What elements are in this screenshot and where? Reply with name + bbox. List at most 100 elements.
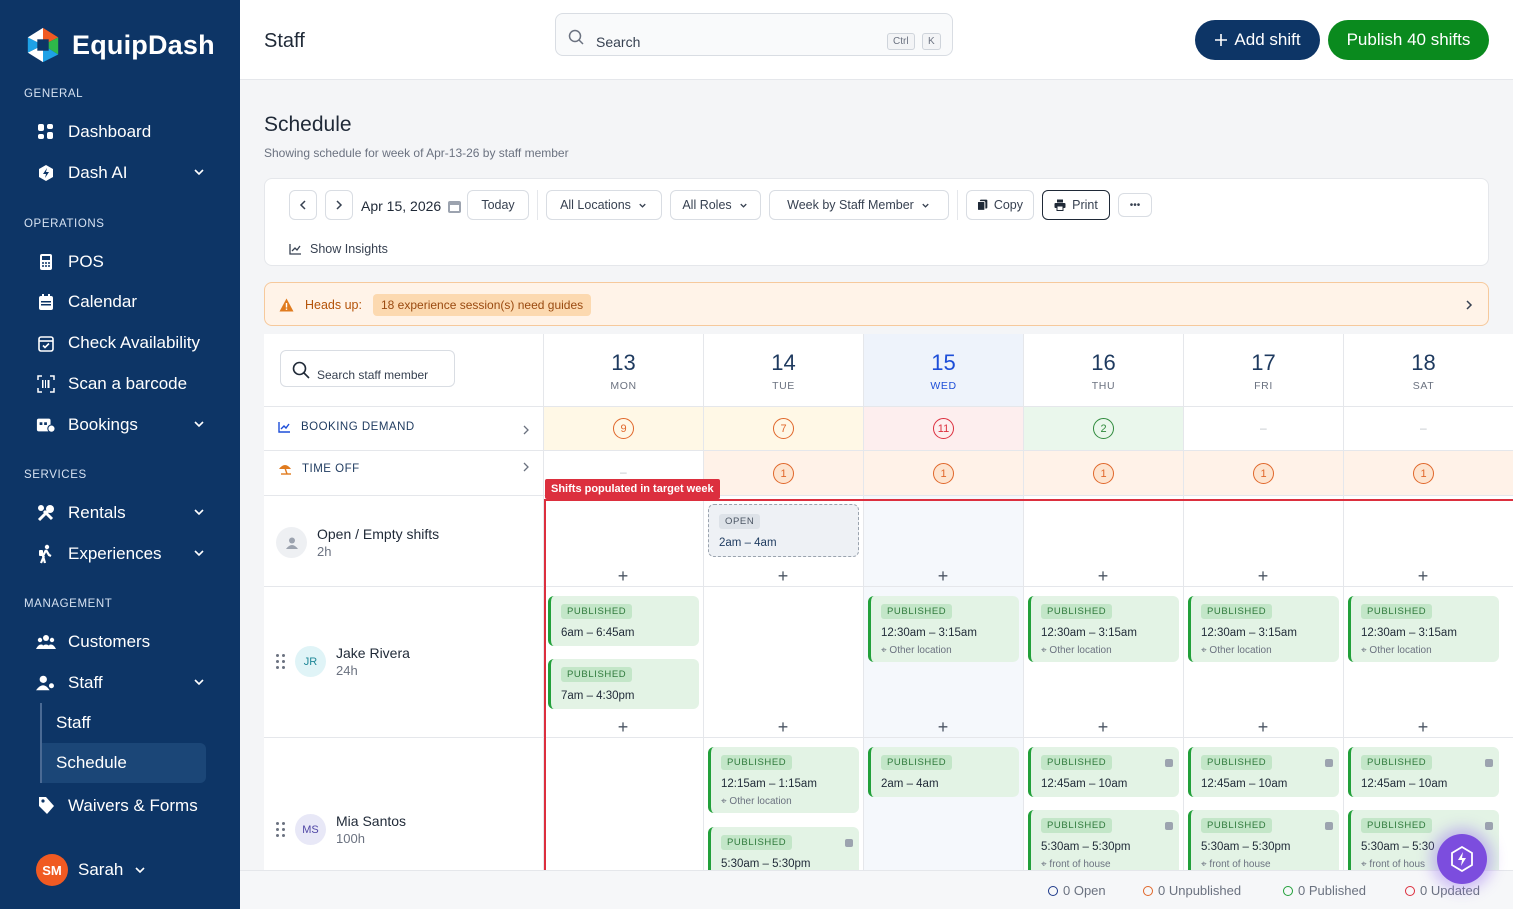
nav-waivers[interactable]: Waivers & Forms xyxy=(36,791,216,821)
booking-demand-row[interactable]: BOOKING DEMAND xyxy=(278,421,415,433)
shift-card[interactable]: PUBLISHED 12:15am – 1:15am ⌖ Other locatio… xyxy=(708,747,859,813)
ai-assistant-button[interactable] xyxy=(1437,834,1487,884)
staff-row-jake[interactable]: JR Jake Rivera 24h xyxy=(276,645,410,678)
add-shift-plus-icon[interactable]: + xyxy=(617,717,629,737)
prev-week-button[interactable] xyxy=(289,190,317,220)
add-shift-plus-icon[interactable]: + xyxy=(777,566,789,586)
demand-cell-fri[interactable]: – xyxy=(1183,406,1343,450)
add-shift-plus-icon[interactable]: + xyxy=(1257,566,1269,586)
add-shift-plus-icon[interactable]: + xyxy=(1257,717,1269,737)
print-button[interactable]: Print xyxy=(1042,190,1110,220)
shift-card[interactable]: PUBLISHED 12:45am – 10am xyxy=(1028,747,1179,797)
time-off-cell-wed[interactable]: 1 xyxy=(863,450,1023,495)
demand-cell-thu[interactable]: 2 xyxy=(1023,406,1183,450)
mia-cell-fri[interactable]: PUBLISHED 12:45am – 10am PUBLISHED 5:30am … xyxy=(1183,737,1343,909)
shift-card[interactable]: PUBLISHED 12:30am – 3:15am ⌖ Other locatio… xyxy=(1028,596,1179,662)
shift-card[interactable]: PUBLISHED 6am – 6:45am xyxy=(548,596,699,646)
shift-card[interactable]: PUBLISHED 5:30am – 5:30pm ⌖ front of house xyxy=(1028,810,1179,876)
jake-cell-wed[interactable]: PUBLISHED 12:30am – 3:15am ⌖ Other locatio… xyxy=(863,586,1023,737)
add-shift-button[interactable]: Add shift xyxy=(1195,20,1320,60)
nav-calendar[interactable]: Calendar xyxy=(36,287,216,317)
demand-cell-tue[interactable]: 7 xyxy=(703,406,863,450)
date-picker[interactable]: Apr 15, 2026 xyxy=(361,198,462,214)
mia-cell-thu[interactable]: PUBLISHED 12:45am – 10am PUBLISHED 5:30am … xyxy=(1023,737,1183,909)
shift-card[interactable]: PUBLISHED 12:30am – 3:15am ⌖ Other locatio… xyxy=(1348,596,1499,662)
nav-staff[interactable]: Staff xyxy=(36,668,216,698)
next-week-button[interactable] xyxy=(325,190,353,220)
app-logo[interactable]: EquipDash xyxy=(24,26,215,64)
drag-handle-icon[interactable] xyxy=(276,653,285,670)
shift-card[interactable]: PUBLISHED 12:30am – 3:15am ⌖ Other locatio… xyxy=(1188,596,1339,662)
open-cell-wed[interactable] xyxy=(863,495,1023,586)
nav-customers[interactable]: Customers xyxy=(36,627,216,657)
nav-scan-barcode[interactable]: Scan a barcode xyxy=(36,369,216,399)
show-insights-toggle[interactable]: Show Insights xyxy=(289,242,388,256)
mia-cell-mon[interactable] xyxy=(543,737,703,909)
time-off-cell-sat[interactable]: 1 xyxy=(1343,450,1513,495)
day-header-sat[interactable]: 18 SAT xyxy=(1343,334,1503,406)
add-shift-plus-icon[interactable]: + xyxy=(937,566,949,586)
time-off-cell-mon[interactable]: – xyxy=(543,450,703,495)
day-header-thu[interactable]: 16 THU xyxy=(1023,334,1183,406)
shift-card[interactable]: PUBLISHED 7am – 4:30pm xyxy=(548,659,699,709)
jake-cell-sat[interactable]: PUBLISHED 12:30am – 3:15am ⌖ Other locatio… xyxy=(1343,586,1513,737)
add-shift-plus-icon[interactable]: + xyxy=(1417,566,1429,586)
nav-check-availability[interactable]: Check Availability xyxy=(36,328,216,358)
heads-up-banner[interactable]: Heads up: 18 experience session(s) need … xyxy=(264,282,1489,326)
open-cell-tue[interactable]: OPEN 2am – 4am xyxy=(703,495,863,586)
add-shift-plus-icon[interactable]: + xyxy=(937,717,949,737)
nav-rentals[interactable]: Rentals xyxy=(36,498,216,528)
drag-handle-icon[interactable] xyxy=(276,821,285,838)
view-mode-dropdown[interactable]: Week by Staff Member xyxy=(769,190,949,220)
add-shift-plus-icon[interactable]: + xyxy=(1097,717,1109,737)
add-shift-plus-icon[interactable]: + xyxy=(617,566,629,586)
open-shift-card[interactable]: OPEN 2am – 4am xyxy=(708,504,859,557)
time-off-cell-tue[interactable]: 1 xyxy=(703,450,863,495)
copy-button[interactable]: Copy xyxy=(966,190,1034,220)
time-off-cell-thu[interactable]: 1 xyxy=(1023,450,1183,495)
demand-cell-sat[interactable]: – xyxy=(1343,406,1513,450)
jake-cell-thu[interactable]: PUBLISHED 12:30am – 3:15am ⌖ Other locatio… xyxy=(1023,586,1183,737)
add-shift-plus-icon[interactable]: + xyxy=(1417,717,1429,737)
nav-experiences[interactable]: Experiences xyxy=(36,539,216,569)
shift-card[interactable]: PUBLISHED 12:45am – 10am xyxy=(1188,747,1339,797)
user-menu[interactable]: SM Sarah xyxy=(36,854,147,886)
shift-card[interactable]: PUBLISHED 12:30am – 3:15am ⌖ Other locatio… xyxy=(868,596,1019,662)
chevron-right-icon[interactable] xyxy=(522,425,530,435)
day-header-mon[interactable]: 13 MON xyxy=(543,334,703,406)
open-cell-fri[interactable] xyxy=(1183,495,1343,586)
jake-cell-mon[interactable]: PUBLISHED 6am – 6:45am PUBLISHED 7am – 4:3… xyxy=(543,586,703,737)
chevron-right-icon[interactable] xyxy=(522,462,530,472)
locations-dropdown[interactable]: All Locations xyxy=(546,190,662,220)
day-header-fri[interactable]: 17 FRI xyxy=(1183,334,1343,406)
staff-search-input[interactable]: Search staff member xyxy=(280,350,455,387)
jake-cell-tue[interactable] xyxy=(703,586,863,737)
day-header-tue[interactable]: 14 TUE xyxy=(703,334,863,406)
jake-cell-fri[interactable]: PUBLISHED 12:30am – 3:15am ⌖ Other locatio… xyxy=(1183,586,1343,737)
open-cell-thu[interactable] xyxy=(1023,495,1183,586)
add-shift-plus-icon[interactable]: + xyxy=(1097,566,1109,586)
subnav-staff[interactable]: Staff xyxy=(40,703,206,743)
roles-dropdown[interactable]: All Roles xyxy=(670,190,761,220)
global-search-input[interactable]: Search Ctrl K xyxy=(555,13,953,56)
nav-pos[interactable]: POS xyxy=(36,247,216,277)
open-cell-sat[interactable] xyxy=(1343,495,1513,586)
mia-cell-tue[interactable]: PUBLISHED 12:15am – 1:15am ⌖ Other locatio… xyxy=(703,737,863,909)
time-off-row[interactable]: TIME OFF xyxy=(278,463,360,475)
today-button[interactable]: Today xyxy=(467,190,529,220)
subnav-schedule[interactable]: Schedule xyxy=(40,743,206,783)
shift-card[interactable]: PUBLISHED 5:30am – 5:30pm ⌖ front of house xyxy=(1188,810,1339,876)
demand-cell-mon[interactable]: 9 xyxy=(543,406,703,450)
add-shift-plus-icon[interactable]: + xyxy=(777,717,789,737)
nav-bookings[interactable]: Bookings xyxy=(36,410,216,440)
nav-dash-ai[interactable]: Dash AI xyxy=(36,158,216,188)
nav-dashboard[interactable]: Dashboard xyxy=(36,117,216,147)
staff-row-mia[interactable]: MS Mia Santos 100h xyxy=(276,813,406,846)
publish-shifts-button[interactable]: Publish 40 shifts xyxy=(1328,20,1489,60)
demand-cell-wed[interactable]: 11 xyxy=(863,406,1023,450)
more-options-button[interactable]: ••• xyxy=(1118,193,1152,217)
shift-card[interactable]: PUBLISHED 12:45am – 10am xyxy=(1348,747,1499,797)
shift-card[interactable]: PUBLISHED 2am – 4am xyxy=(868,747,1019,797)
day-header-wed[interactable]: 15 WED xyxy=(863,334,1023,406)
time-off-cell-fri[interactable]: 1 xyxy=(1183,450,1343,495)
